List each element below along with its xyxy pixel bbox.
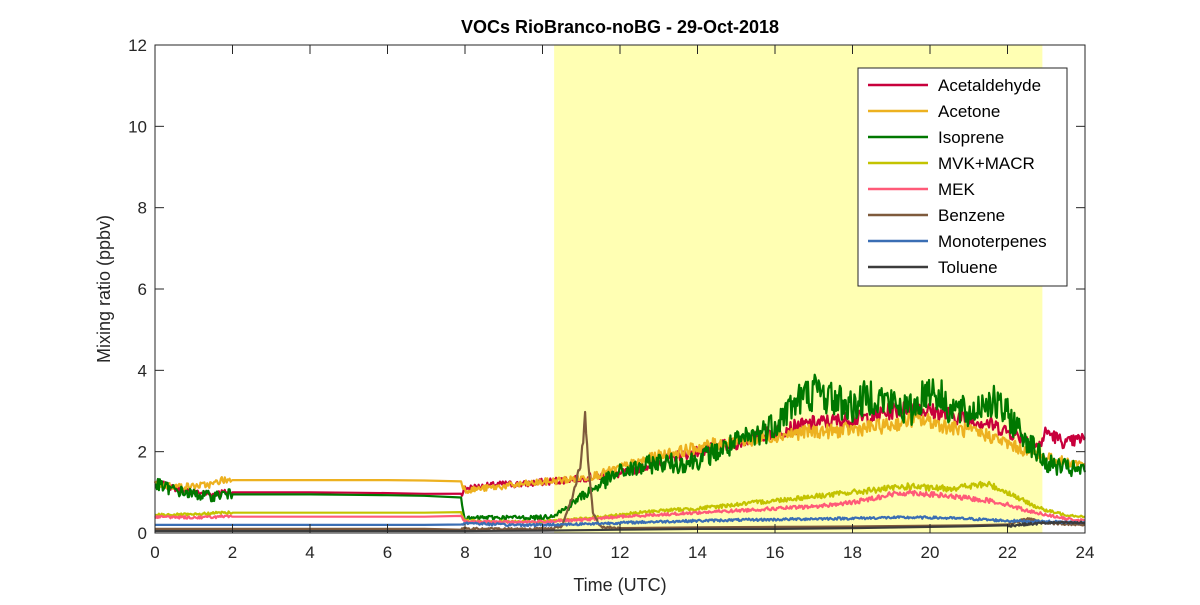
series-line-monoterpenes: [155, 515, 1086, 528]
x-axis: 0 2 4 6 8 10 12 14 16 18 20 22 24: [150, 45, 1094, 562]
x-tick-label: 6: [383, 543, 392, 562]
y-axis-label: Mixing ratio (ppbv): [94, 215, 114, 363]
series-line-isoprene: [154, 373, 1087, 522]
legend-label: MVK+MACR: [938, 154, 1035, 173]
x-tick-label: 16: [766, 543, 785, 562]
x-tick-label: 8: [460, 543, 469, 562]
legend-label: MEK: [938, 180, 976, 199]
y-tick-label: 6: [138, 280, 147, 299]
legend-label: Acetaldehyde: [938, 76, 1041, 95]
y-axis: 0 2 4 6 8 10 12: [128, 36, 1085, 543]
y-tick-label: 0: [138, 524, 147, 543]
series-layer: [153, 373, 1087, 533]
x-tick-label: 22: [998, 543, 1017, 562]
x-tick-label: 0: [150, 543, 159, 562]
x-tick-label: 4: [305, 543, 314, 562]
x-tick-label: 18: [843, 543, 862, 562]
x-tick-label: 20: [921, 543, 940, 562]
x-tick-label: 14: [688, 543, 707, 562]
legend-box: [857, 67, 1068, 287]
legend-label: Toluene: [938, 258, 998, 277]
series-line-mek: [154, 489, 1086, 525]
y-tick-label: 8: [138, 199, 147, 218]
x-tick-label: 12: [611, 543, 630, 562]
legend-label: Benzene: [938, 206, 1005, 225]
legend-label: Acetone: [938, 102, 1000, 121]
x-axis-label: Time (UTC): [573, 575, 666, 595]
y-tick-label: 12: [128, 36, 147, 55]
chart-title: VOCs RioBranco-noBG - 29-Oct-2018: [461, 17, 779, 37]
legend-label: Isoprene: [938, 128, 1004, 147]
y-tick-label: 2: [138, 443, 147, 462]
legend-label: Monoterpenes: [938, 232, 1047, 251]
x-tick-label: 2: [228, 543, 237, 562]
legend: Acetaldehyde Acetone Isoprene MVK+MACR MEK Be…: [857, 67, 1068, 287]
y-tick-label: 4: [138, 361, 147, 380]
y-tick-label: 10: [128, 117, 147, 136]
x-tick-label: 10: [533, 543, 552, 562]
series-line-toluene: [155, 520, 1086, 533]
x-tick-label: 24: [1076, 543, 1095, 562]
